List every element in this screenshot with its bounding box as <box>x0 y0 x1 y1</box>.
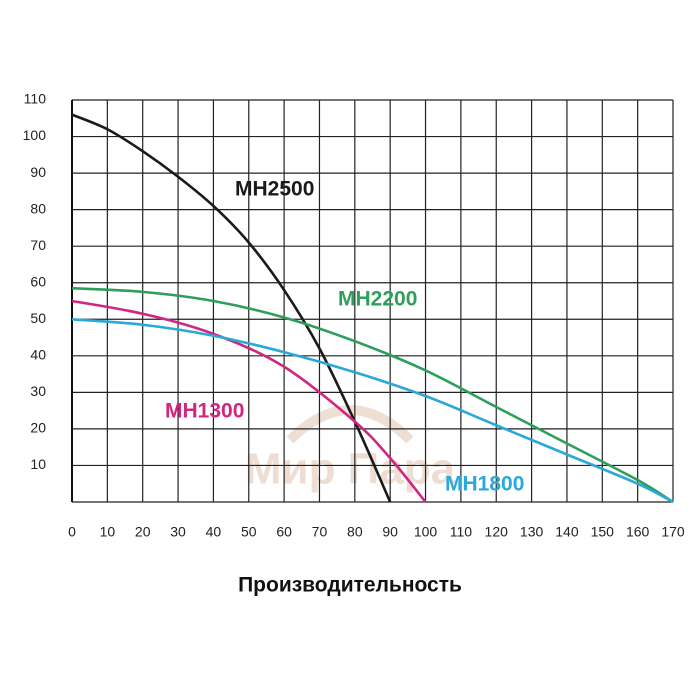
x-tick-label: 70 <box>312 524 328 540</box>
x-tick-label: 60 <box>276 524 292 540</box>
x-tick-label: 120 <box>485 524 509 540</box>
y-tick-label: 30 <box>30 383 46 399</box>
series-label: MH1300 <box>165 400 244 423</box>
y-tick-label: 10 <box>30 456 46 472</box>
line-series <box>71 113 392 503</box>
x-tick-label: 10 <box>100 524 116 540</box>
series-label: MH2500 <box>235 178 314 201</box>
y-tick-label: 60 <box>30 273 46 289</box>
x-tick-label: 110 <box>450 524 473 540</box>
y-tick-label: 110 <box>24 91 47 107</box>
x-tick-label: 140 <box>555 524 579 540</box>
y-tick-label: 90 <box>30 164 46 180</box>
x-tick-label: 30 <box>170 524 186 540</box>
line-series <box>71 317 674 504</box>
line-series <box>71 286 674 504</box>
y-tick-label: 100 <box>23 127 47 143</box>
line-series <box>71 299 427 503</box>
x-tick-label: 170 <box>661 524 685 540</box>
x-tick-label: 130 <box>520 524 544 540</box>
x-tick-label: 40 <box>206 524 222 540</box>
x-axis-title: Производительность <box>238 574 462 597</box>
x-tick-label: 160 <box>626 524 650 540</box>
x-tick-label: 50 <box>241 524 257 540</box>
watermark-arc <box>286 405 414 444</box>
y-tick-label: 80 <box>30 200 46 216</box>
y-tick-label: 50 <box>30 310 46 326</box>
x-tick-label: 80 <box>347 524 363 540</box>
y-tick-label: 20 <box>30 420 46 436</box>
series-label: MH2200 <box>338 288 417 311</box>
x-tick-label: 90 <box>382 524 398 540</box>
series-label: MH1800 <box>445 473 524 496</box>
y-tick-label: 40 <box>30 347 46 363</box>
y-tick-label: 70 <box>30 237 46 253</box>
x-tick-label: 0 <box>68 524 76 540</box>
x-tick-label: 100 <box>414 524 438 540</box>
x-tick-label: 20 <box>135 524 151 540</box>
x-tick-label: 150 <box>591 524 615 540</box>
watermark: Мир Пара <box>245 445 456 494</box>
